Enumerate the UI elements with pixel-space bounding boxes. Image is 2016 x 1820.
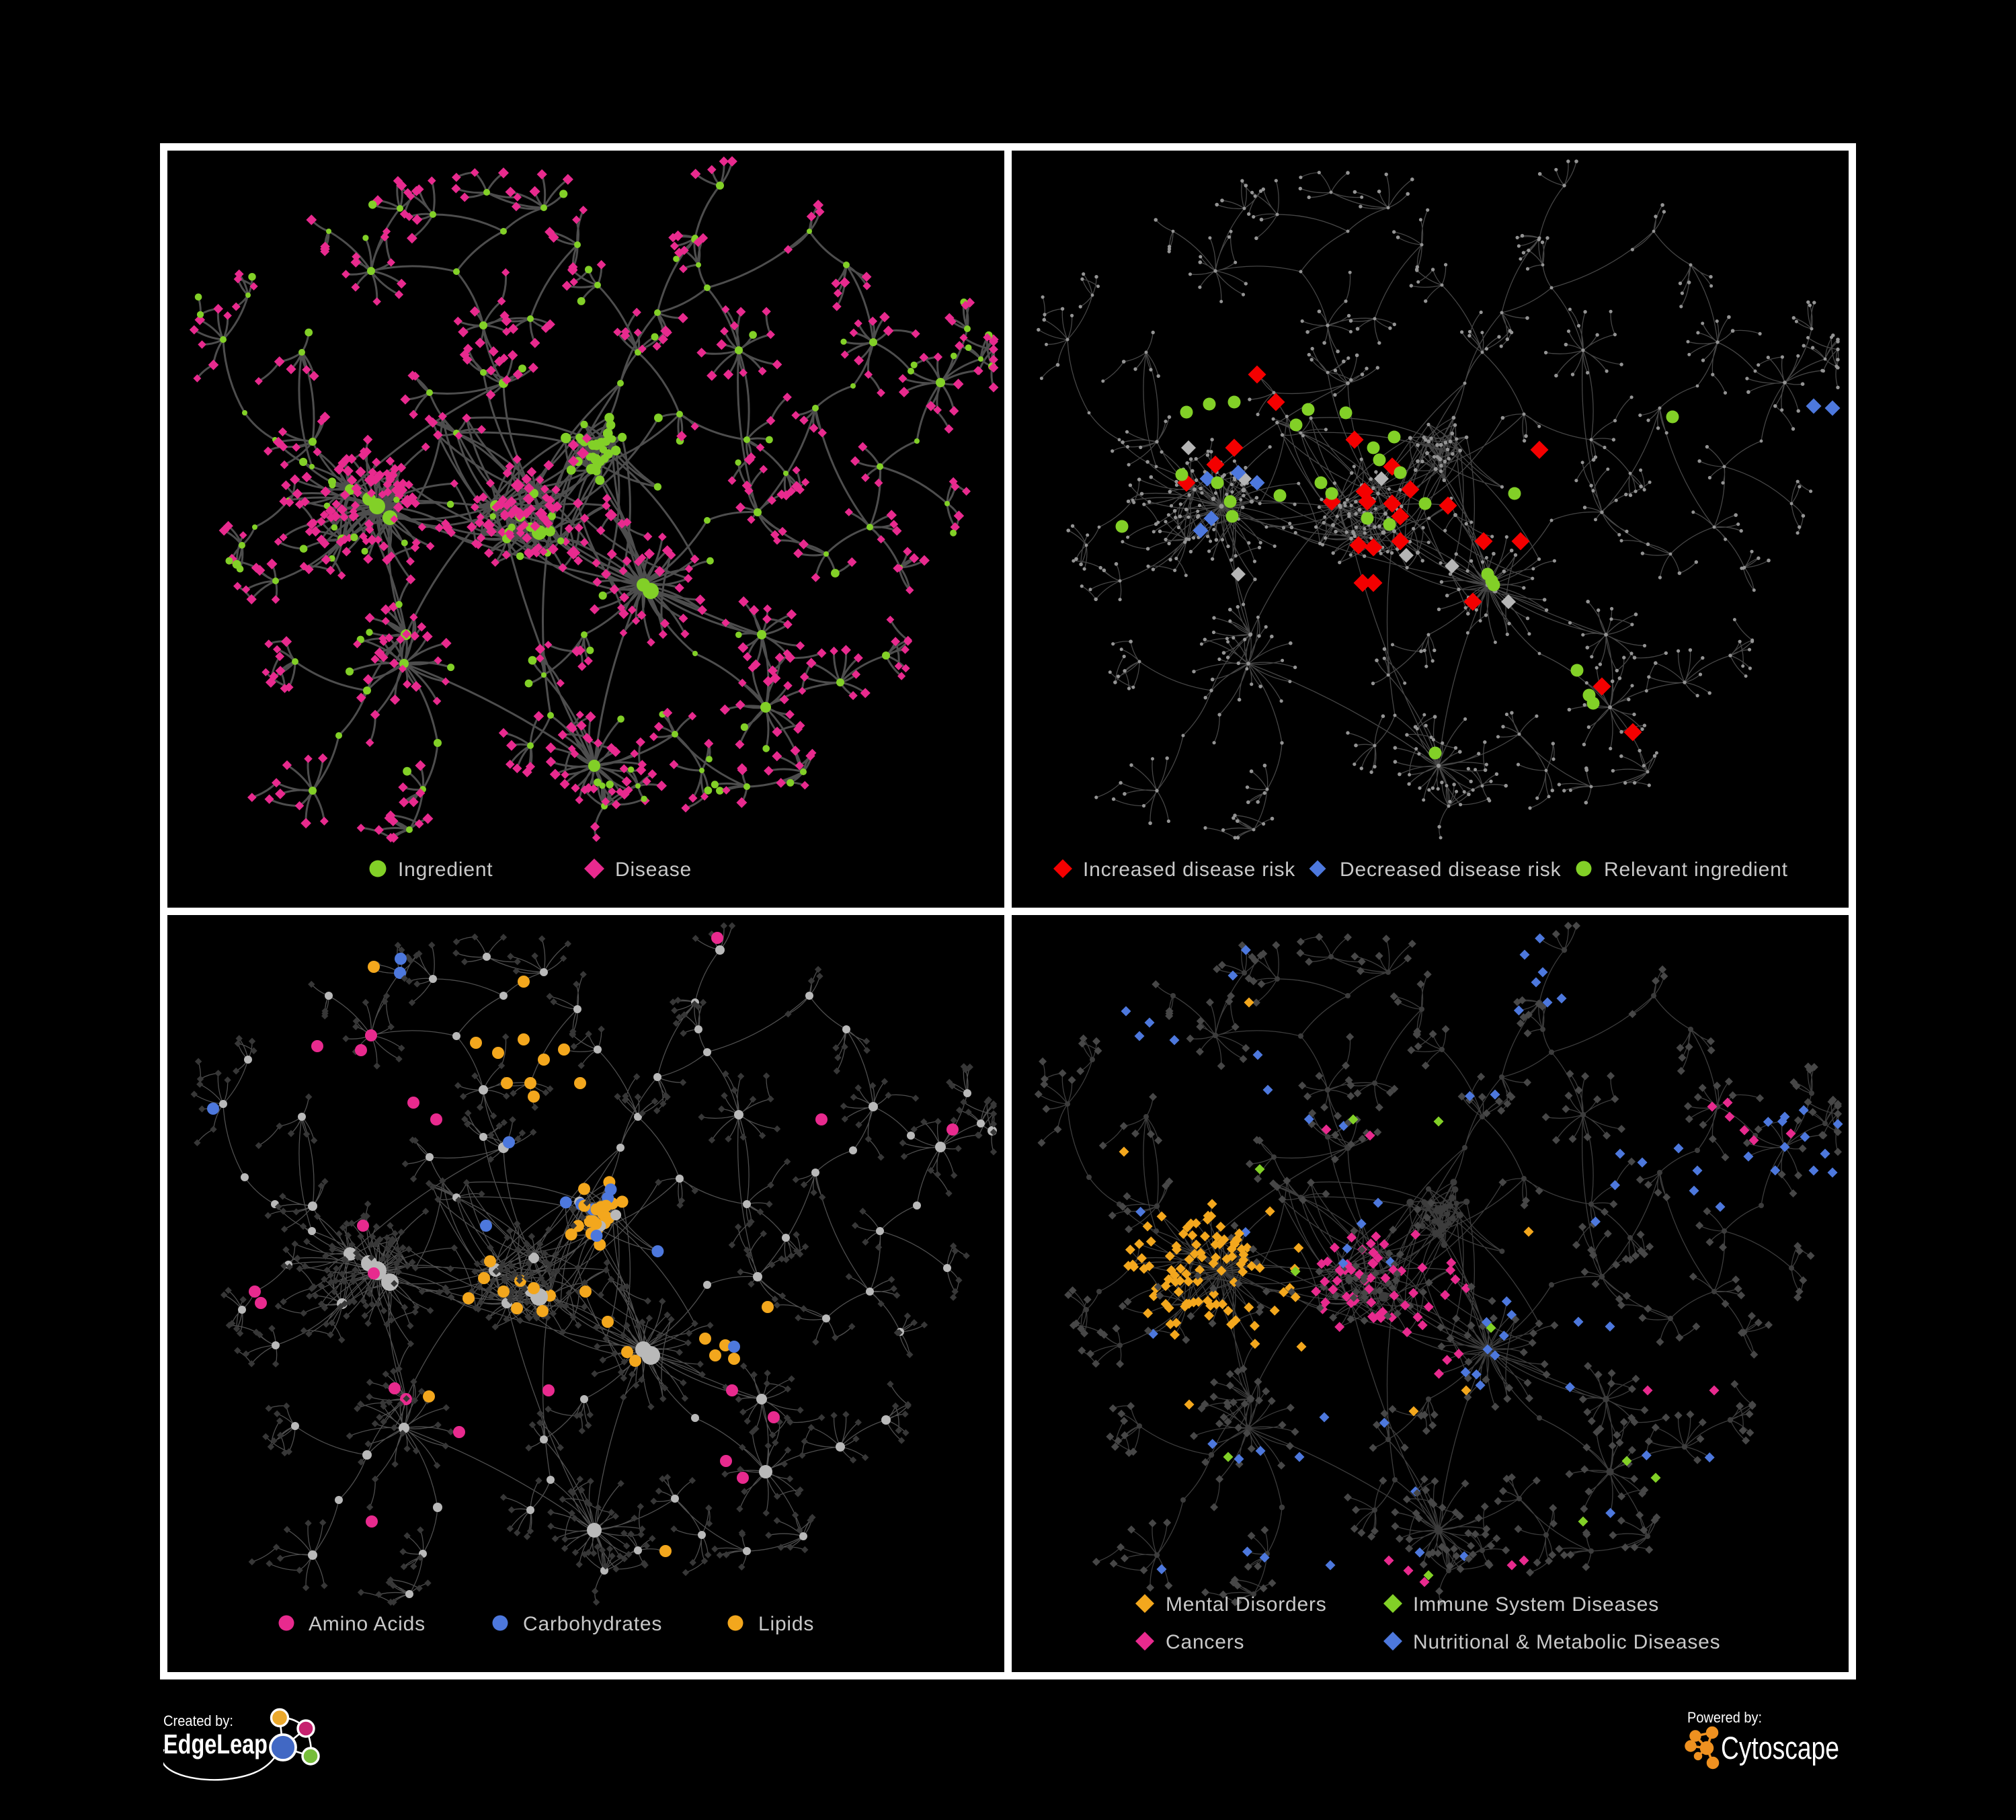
svg-text:Increased disease risk: Increased disease risk (1083, 859, 1295, 881)
svg-text:EdgeLeap: EdgeLeap (163, 1729, 268, 1759)
svg-text:Amino Acids: Amino Acids (309, 1613, 426, 1635)
svg-text:Decreased disease risk: Decreased disease risk (1340, 859, 1562, 881)
svg-text:Created by:: Created by: (163, 1712, 233, 1729)
svg-text:Mental Disorders: Mental Disorders (1166, 1593, 1327, 1616)
svg-text:Cancers: Cancers (1166, 1631, 1244, 1653)
svg-text:Ingredient: Ingredient (398, 859, 493, 881)
svg-text:Disease: Disease (615, 859, 692, 881)
svg-text:Relevant ingredient: Relevant ingredient (1604, 859, 1788, 881)
svg-text:Nutritional & Metabolic Diseas: Nutritional & Metabolic Diseases (1413, 1631, 1720, 1653)
svg-text:Immune System Diseases: Immune System Diseases (1413, 1593, 1659, 1616)
svg-text:Carbohydrates: Carbohydrates (523, 1613, 662, 1635)
svg-text:Cytoscape: Cytoscape (1721, 1730, 1839, 1766)
svg-text:Lipids: Lipids (758, 1613, 814, 1635)
svg-text:Powered by:: Powered by: (1687, 1709, 1762, 1726)
